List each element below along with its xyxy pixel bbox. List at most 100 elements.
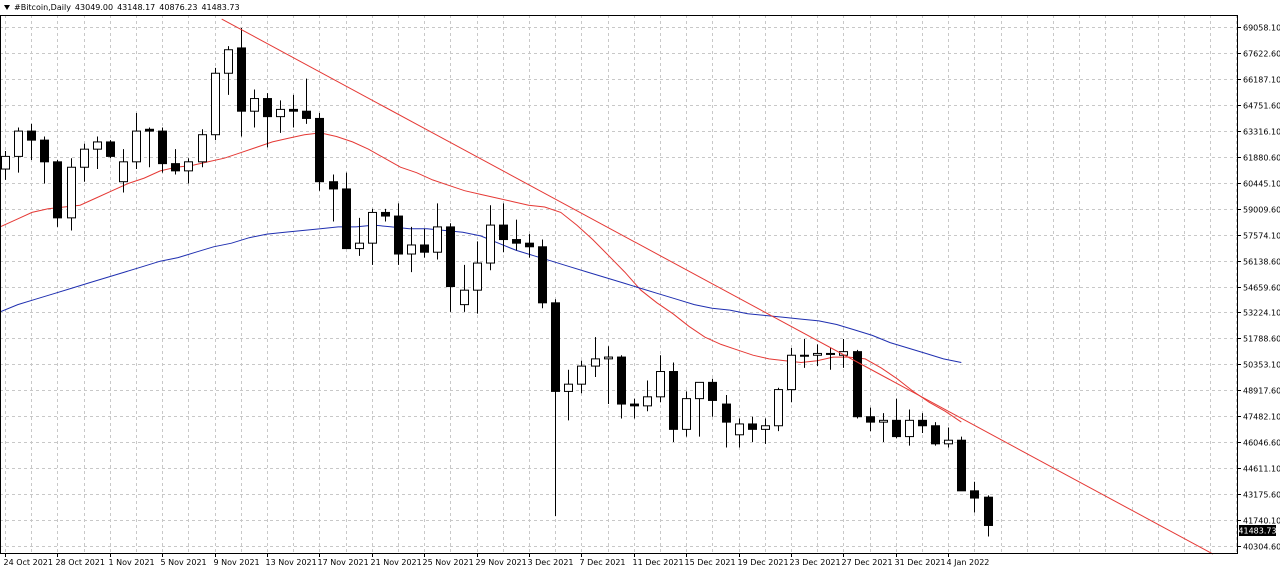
candle	[604, 346, 613, 405]
candle	[970, 481, 979, 513]
x-tick-label: 1 Nov 2021	[109, 558, 155, 567]
x-tick-label: 24 Oct 2021	[4, 558, 53, 567]
plot-frame	[0, 15, 1238, 554]
candle	[1, 150, 10, 180]
bull-candle-body	[250, 98, 259, 112]
x-tick-label: 19 Dec 2021	[738, 558, 789, 567]
bear-candle-body	[315, 117, 324, 183]
x-tick-label: 15 Dec 2021	[685, 558, 736, 567]
bull-candle-body	[1, 155, 10, 170]
y-tick-label: 46046.60	[1243, 439, 1280, 448]
x-tick-label: 25 Nov 2021	[423, 558, 474, 567]
x-tick-label: 31 Dec 2021	[895, 558, 946, 567]
candle	[735, 418, 744, 448]
candle	[158, 127, 167, 173]
x-tick-label: 21 Nov 2021	[371, 558, 422, 567]
candle	[486, 205, 495, 271]
bear-candle-body	[722, 403, 731, 423]
candle	[473, 241, 482, 314]
bear-candle-body	[617, 356, 626, 405]
candle	[722, 395, 731, 448]
bear-candle-body	[237, 47, 246, 112]
y-tick-label: 67622.60	[1243, 50, 1280, 59]
candle	[682, 391, 691, 437]
x-tick-label: 7 Dec 2021	[580, 558, 626, 567]
candle	[394, 203, 403, 265]
y-tick-label: 47482.10	[1243, 413, 1280, 422]
bear-candle-body	[394, 215, 403, 255]
bull-candle-body	[577, 365, 586, 385]
bull-candle-body	[407, 244, 416, 255]
bull-candle-body	[944, 439, 953, 445]
bull-candle-body	[774, 389, 783, 427]
candle	[853, 349, 862, 419]
candle	[263, 93, 272, 148]
candle	[538, 239, 547, 309]
x-tick-label: 9 Nov 2021	[214, 558, 260, 567]
candle	[787, 348, 796, 403]
candle	[525, 234, 534, 258]
bull-candle-body	[564, 383, 573, 392]
candle	[433, 203, 442, 260]
candle	[669, 362, 678, 443]
bear-candle-body	[40, 139, 49, 163]
candle	[446, 223, 455, 312]
price-badge-text: 41483.73	[1238, 527, 1276, 536]
candle	[420, 228, 429, 258]
y-tick-label: 48917.60	[1243, 387, 1280, 396]
bull-candle-body	[473, 262, 482, 291]
bear-candle-body	[302, 110, 311, 119]
bear-candle-body	[289, 108, 298, 112]
x-tick-label: 5 Nov 2021	[161, 558, 207, 567]
candle	[93, 136, 102, 170]
candle	[944, 427, 953, 448]
bull-candle-body	[826, 352, 835, 355]
bear-candle-body	[892, 419, 901, 438]
y-tick-label: 56138.60	[1243, 258, 1280, 267]
x-tick-label: 13 Nov 2021	[266, 558, 317, 567]
bear-candle-body	[446, 226, 455, 288]
close-value: 41483.73	[201, 3, 240, 12]
candle	[708, 378, 717, 417]
x-tick-label: 29 Nov 2021	[476, 558, 527, 567]
x-tick-label: 17 Nov 2021	[318, 558, 369, 567]
bear-candle-body	[669, 371, 678, 430]
candle	[577, 360, 586, 394]
y-tick-label: 64751.60	[1243, 102, 1280, 111]
candle	[250, 89, 259, 128]
bull-candle-body	[656, 371, 665, 398]
candle	[512, 219, 521, 251]
dropdown-triangle-icon[interactable]	[4, 5, 10, 10]
bear-candle-body	[329, 181, 338, 190]
x-tick-label: 23 Dec 2021	[790, 558, 841, 567]
candle	[918, 413, 927, 433]
candle	[211, 67, 220, 141]
bull-candle-body	[276, 108, 285, 118]
candle	[106, 140, 115, 159]
y-tick-label: 57574.10	[1243, 232, 1280, 241]
candle	[617, 355, 626, 419]
bull-candle-body	[211, 72, 220, 136]
candle	[80, 143, 89, 182]
trendline[interactable]	[221, 18, 1214, 555]
candle	[302, 78, 311, 124]
bear-candle-body	[263, 98, 272, 118]
y-tick-label: 66187.10	[1243, 76, 1280, 85]
bull-candle-body	[839, 351, 848, 356]
bear-candle-body	[538, 246, 547, 304]
candle	[171, 149, 180, 175]
candle	[813, 344, 822, 367]
candle	[564, 369, 573, 421]
candle	[879, 413, 888, 443]
candle	[984, 495, 993, 537]
bull-candle-body	[761, 425, 770, 430]
candles	[1, 28, 993, 537]
bull-candle-body	[80, 148, 89, 168]
candle	[499, 203, 508, 253]
candle	[892, 398, 901, 439]
candle	[329, 174, 338, 222]
y-tick-label: 61880.60	[1243, 154, 1280, 163]
bull-candle-body	[682, 398, 691, 430]
bull-candle-body	[184, 161, 193, 172]
